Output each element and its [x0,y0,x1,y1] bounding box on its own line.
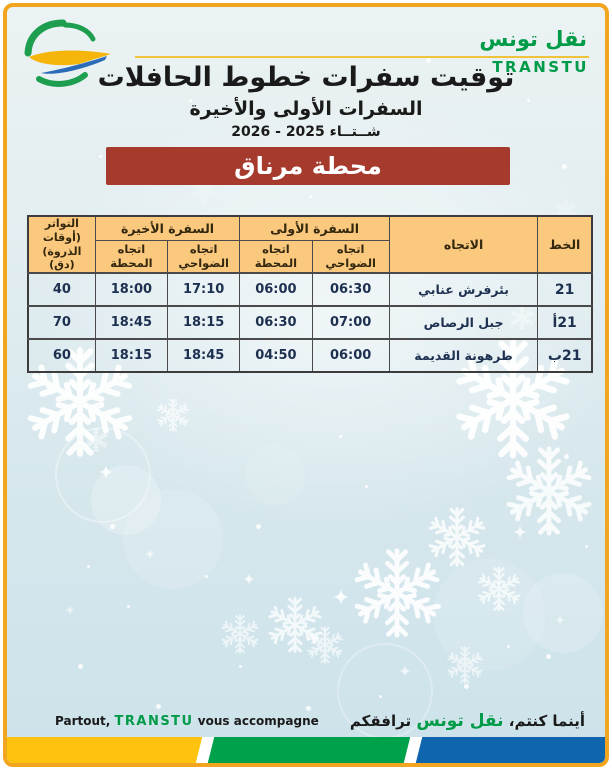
cell-first-suburbs: 07:00 [311,305,390,340]
page-subtitle: السفرات الأولى والأخيرة [189,98,423,120]
slogan-fr-brand: TRANSTU [114,714,194,729]
footer-color-strip [7,737,605,763]
station-banner-label: محطة مرناق [234,152,382,180]
col-header-direction: الاتجاه [388,215,539,274]
bokeh-circle [55,427,151,523]
strip-green-band [207,737,411,763]
col-header-line: الخط [537,215,593,274]
table-header-row-subs: اتجاه الضواحي اتجاه المحطة اتجاه الضواحي… [28,239,592,274]
table-row: 21 بئرفرش عنابي 06:30 06:00 17:10 18:00 … [27,272,593,307]
bokeh-circle [245,445,305,505]
page-title: توقيت سفرات خطوط الحافلات [97,62,515,93]
cell-frequency: 60 [27,338,96,373]
snowflake-icon [265,595,325,655]
snowflake-icon [475,565,523,613]
cell-last-station: 18:00 [94,272,169,307]
cell-direction: جبل الرصاص [388,305,539,340]
snowflake-icon [425,505,489,569]
cell-line: 21ب [537,338,593,373]
snowflake-icon [219,613,261,655]
snow-dots [7,7,10,10]
cell-line: 21أ [537,305,593,340]
cell-first-station: 06:30 [239,305,313,340]
slogan-fr-part2: vous accompagne [197,714,319,728]
sparkle-icon [65,605,75,615]
sparkle-icon [99,465,113,479]
strip-yellow-band [7,737,203,763]
cell-line: 21 [537,272,593,307]
cell-last-station: 18:45 [94,305,169,340]
cell-last-suburbs: 17:10 [167,272,241,307]
header-divider-line [135,56,589,58]
sparkle-icon [333,589,349,605]
snowflake-icon [349,545,445,641]
footer-slogan-french: Partout, TRANSTU vous accompagne [55,714,319,729]
table-row: 21أ جبل الرصاص 07:00 06:30 18:15 18:45 7… [27,305,593,340]
season-label: شــتــاء 2025 - 2026 [231,124,381,140]
slogan-ar-part1: أينما كنتم، [508,712,585,730]
bokeh-circle [523,573,603,653]
cell-frequency: 40 [27,272,96,307]
cell-last-suburbs: 18:45 [167,338,241,373]
col-header-last-trip: السفرة الأخيرة [94,215,241,241]
schedule-poster: نقل تونس TRANSTU توقيت سفرات خطوط الحافل… [3,3,609,767]
snowflake-icon [501,443,597,539]
sparkle-icon [243,573,255,585]
col-header-first-suburbs: اتجاه الضواحي [311,239,390,274]
cell-first-suburbs: 06:30 [311,272,390,307]
col-header-first-station: اتجاه المحطة [239,239,313,274]
brand-wordmark-arabic: نقل تونس [479,27,587,51]
col-header-last-suburbs: اتجاه الضواحي [167,239,241,274]
snowflake-icon [83,427,109,453]
sparkle-icon [399,665,411,677]
snowflake-icon [155,397,191,433]
col-header-last-station: اتجاه المحطة [94,239,169,274]
background-decorations [7,7,605,763]
slogan-fr-part1: Partout, [55,714,111,728]
bokeh-circle [433,559,545,671]
table-header-row-groups: الخط الاتجاه السفرة الأولى السفرة الأخير… [27,215,593,274]
footer-slogan-arabic: أينما كنتم، نقل تونس ترافقكم [350,711,585,731]
table-row: 21ب طرهونة القديمة 06:00 04:50 18:45 18:… [27,338,593,373]
cell-last-suburbs: 18:15 [167,305,241,340]
bokeh-circle [91,465,161,535]
cell-direction: طرهونة القديمة [388,338,539,373]
cell-first-station: 06:00 [239,272,313,307]
bokeh-circle [123,489,223,589]
cell-first-station: 04:50 [239,338,313,373]
transtu-logo-icon [24,19,111,87]
slogan-ar-brand: نقل تونس [416,711,504,731]
station-banner: محطة مرناق [106,147,510,185]
cell-last-station: 18:15 [94,338,169,373]
cell-direction: بئرفرش عنابي [388,272,539,307]
snowflake-icon [305,625,345,665]
sparkle-icon [145,549,155,559]
strip-blue-band [415,737,605,763]
col-header-first-trip: السفرة الأولى [239,215,390,241]
schedule-table: الخط الاتجاه السفرة الأولى السفرة الأخير… [27,215,593,373]
sparkle-icon [513,525,527,539]
brand-wordmark-latin: TRANSTU [492,58,589,76]
col-header-frequency: التواتر (أوقات الذروة) (دق) [27,215,96,274]
snowflake-icon [445,645,485,685]
slogan-ar-part2: ترافقكم [349,712,412,730]
cell-frequency: 70 [27,305,96,340]
sparkle-icon [555,615,565,625]
cell-first-suburbs: 06:00 [311,338,390,373]
